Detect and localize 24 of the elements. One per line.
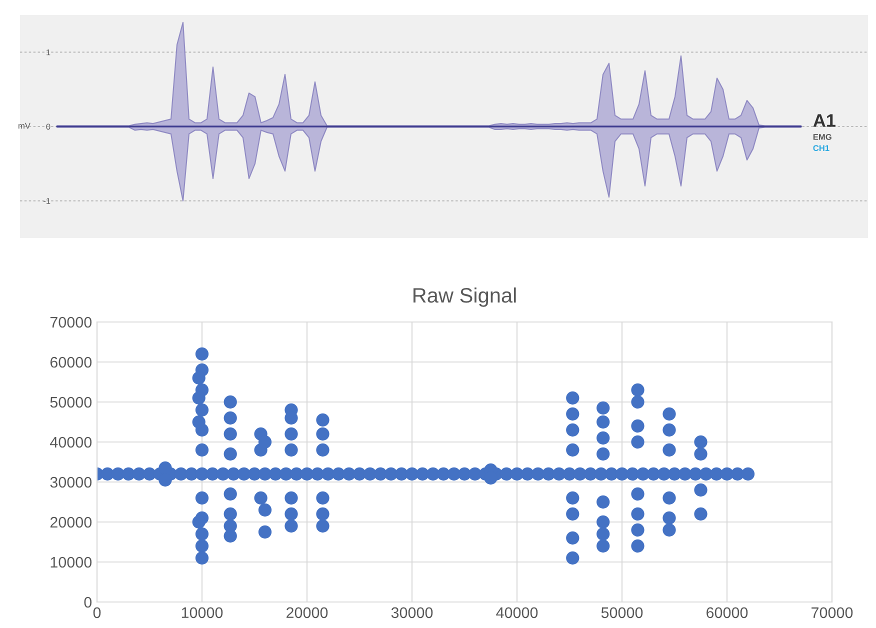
y-axis-title: mV <box>18 122 30 129</box>
y-tick-label: 50000 <box>50 396 92 408</box>
y-tick-label: 1 <box>46 49 50 56</box>
x-tick-label: 70000 <box>812 607 853 618</box>
y-tick-label: -1 <box>44 198 50 204</box>
text: CH1 <box>813 145 830 152</box>
y-tick-label: 20000 <box>50 516 92 528</box>
x-tick-label: 40000 <box>496 607 538 618</box>
x-tick-label: 50000 <box>601 607 643 618</box>
chart-title: Raw Signal <box>414 287 516 307</box>
text: A1 <box>813 114 836 127</box>
x-tick-label: 30000 <box>391 607 433 618</box>
x-tick-label: 10000 <box>182 607 223 618</box>
y-tick-label: 70000 <box>50 316 92 328</box>
x-tick-label: 0 <box>93 607 101 618</box>
y-tick-label: 60000 <box>50 356 92 368</box>
y-tick-label: 10000 <box>50 556 92 568</box>
y-tick-label: 0 <box>84 596 92 608</box>
text: EMG <box>813 134 832 140</box>
x-tick-label: 60000 <box>706 607 748 618</box>
y-tick-label: 40000 <box>50 436 92 448</box>
x-tick-label: 20000 <box>286 607 328 618</box>
y-tick-label: 30000 <box>50 476 92 488</box>
y-tick-label: 0 <box>46 124 50 130</box>
